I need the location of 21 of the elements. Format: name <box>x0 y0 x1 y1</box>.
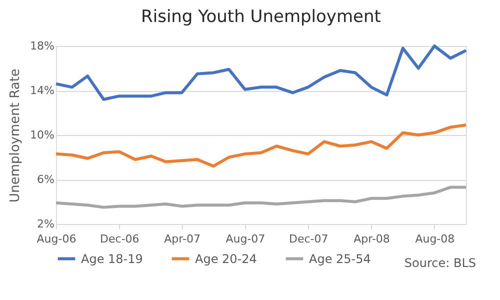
x-tick-label: Dec-06 <box>100 232 140 246</box>
y-tick-label: 2% <box>37 218 54 230</box>
x-tick-label: Apr-08 <box>354 232 390 246</box>
y-tick-label: 14% <box>30 84 54 97</box>
x-tick-label: Aug-08 <box>415 232 455 246</box>
legend-label: Age 20-24 <box>195 252 257 266</box>
line-series <box>54 44 468 101</box>
y-tick-label: 6% <box>37 173 54 186</box>
x-tick-label: Apr-07 <box>164 232 200 246</box>
legend-label: Age 18-19 <box>81 252 143 266</box>
chart-title: Rising Youth Unemployment <box>141 7 382 27</box>
source-note: Source: BLS <box>404 256 476 270</box>
y-tick-label: 10% <box>30 128 54 142</box>
y-tick-label: 18% <box>30 40 54 52</box>
y-axis-title: Unemployment Rate <box>8 68 24 202</box>
x-tick-label: Aug-06 <box>36 232 76 246</box>
legend-label: Age 25-54 <box>309 252 371 266</box>
line-series <box>54 123 468 168</box>
x-tick-label: Dec-07 <box>288 232 328 246</box>
line-series <box>54 186 468 209</box>
x-tick-label: Aug-07 <box>226 232 266 246</box>
